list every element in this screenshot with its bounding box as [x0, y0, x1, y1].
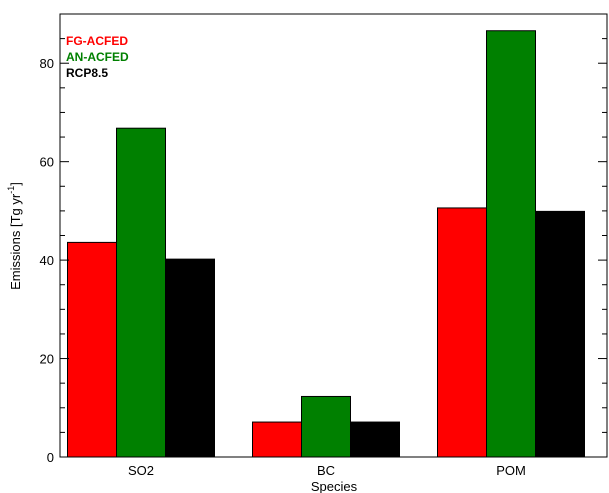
x-tick-label-pom: POM — [496, 463, 526, 478]
bar-rcp8-5-so2 — [165, 258, 215, 458]
y-tick-label: 80 — [40, 56, 54, 71]
y-tick-label: 40 — [40, 253, 54, 268]
bar-an-acfed-pom — [486, 30, 536, 458]
x-tick-label-so2: SO2 — [128, 463, 154, 478]
y-tick-label: 20 — [40, 352, 54, 367]
y-axis: 0 20 40 60 80 — [40, 38, 607, 465]
bar-rcp8-5-pom — [535, 210, 585, 458]
y-tick-label: 0 — [47, 450, 54, 465]
x-tick-label-bc: BC — [317, 463, 335, 478]
y-tick-label: 60 — [40, 155, 54, 170]
legend-entry-rcp8-5: RCP8.5 — [66, 66, 108, 80]
bar-an-acfed-so2 — [116, 127, 166, 458]
x-axis-label: Species — [311, 479, 358, 493]
y-axis-label-superscript: -1 — [6, 186, 16, 194]
bar-fg-acfed-bc — [252, 421, 302, 458]
y-axis-label-main: Emissions [Tg yr — [8, 193, 23, 290]
bar-fg-acfed-so2 — [67, 241, 117, 458]
legend: FG-ACFED AN-ACFED RCP8.5 — [66, 34, 129, 80]
bar-fg-acfed-pom — [437, 207, 487, 458]
bars-group — [67, 30, 585, 458]
x-axis: SO2 BC POM — [128, 463, 526, 478]
y-axis-label-tail: ] — [8, 182, 23, 186]
bar-an-acfed-bc — [301, 395, 351, 458]
y-axis-label: Emissions [Tg yr-1] — [6, 182, 23, 290]
legend-entry-fg-acfed: FG-ACFED — [66, 34, 128, 48]
legend-entry-an-acfed: AN-ACFED — [66, 50, 129, 64]
bar-rcp8-5-bc — [350, 421, 400, 458]
